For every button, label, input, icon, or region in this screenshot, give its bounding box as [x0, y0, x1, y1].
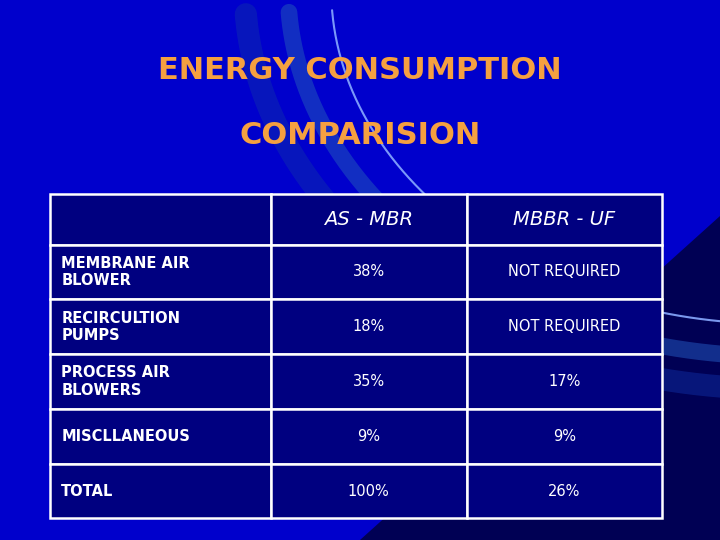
Text: 9%: 9%: [553, 429, 576, 444]
FancyBboxPatch shape: [467, 245, 662, 299]
FancyBboxPatch shape: [50, 299, 271, 354]
FancyBboxPatch shape: [271, 464, 467, 518]
FancyBboxPatch shape: [467, 464, 662, 518]
FancyBboxPatch shape: [467, 194, 662, 245]
Text: NOT REQUIRED: NOT REQUIRED: [508, 265, 621, 280]
Polygon shape: [360, 216, 720, 540]
FancyBboxPatch shape: [50, 409, 271, 464]
FancyBboxPatch shape: [271, 299, 467, 354]
FancyBboxPatch shape: [271, 245, 467, 299]
Text: 18%: 18%: [353, 319, 384, 334]
FancyBboxPatch shape: [271, 409, 467, 464]
Text: 26%: 26%: [549, 483, 580, 498]
Text: PROCESS AIR
BLOWERS: PROCESS AIR BLOWERS: [61, 365, 170, 397]
Text: MEMBRANE AIR
BLOWER: MEMBRANE AIR BLOWER: [61, 256, 190, 288]
Text: 35%: 35%: [353, 374, 384, 389]
Text: RECIRCULTION
PUMPS: RECIRCULTION PUMPS: [61, 310, 180, 343]
FancyBboxPatch shape: [467, 409, 662, 464]
Text: ENERGY CONSUMPTION: ENERGY CONSUMPTION: [158, 56, 562, 85]
Text: MISCLLANEOUS: MISCLLANEOUS: [61, 429, 190, 444]
Text: 100%: 100%: [348, 483, 390, 498]
FancyBboxPatch shape: [467, 299, 662, 354]
Text: MBBR - UF: MBBR - UF: [513, 210, 616, 229]
Text: 9%: 9%: [357, 429, 380, 444]
FancyBboxPatch shape: [271, 354, 467, 409]
Text: NOT REQUIRED: NOT REQUIRED: [508, 319, 621, 334]
Text: 38%: 38%: [353, 265, 384, 280]
FancyBboxPatch shape: [50, 245, 271, 299]
FancyBboxPatch shape: [50, 194, 271, 245]
FancyBboxPatch shape: [50, 354, 271, 409]
Text: TOTAL: TOTAL: [61, 483, 114, 498]
Text: 17%: 17%: [549, 374, 580, 389]
FancyBboxPatch shape: [467, 354, 662, 409]
Text: COMPARISION: COMPARISION: [239, 120, 481, 150]
Text: AS - MBR: AS - MBR: [324, 210, 413, 229]
FancyBboxPatch shape: [271, 194, 467, 245]
FancyBboxPatch shape: [50, 464, 271, 518]
